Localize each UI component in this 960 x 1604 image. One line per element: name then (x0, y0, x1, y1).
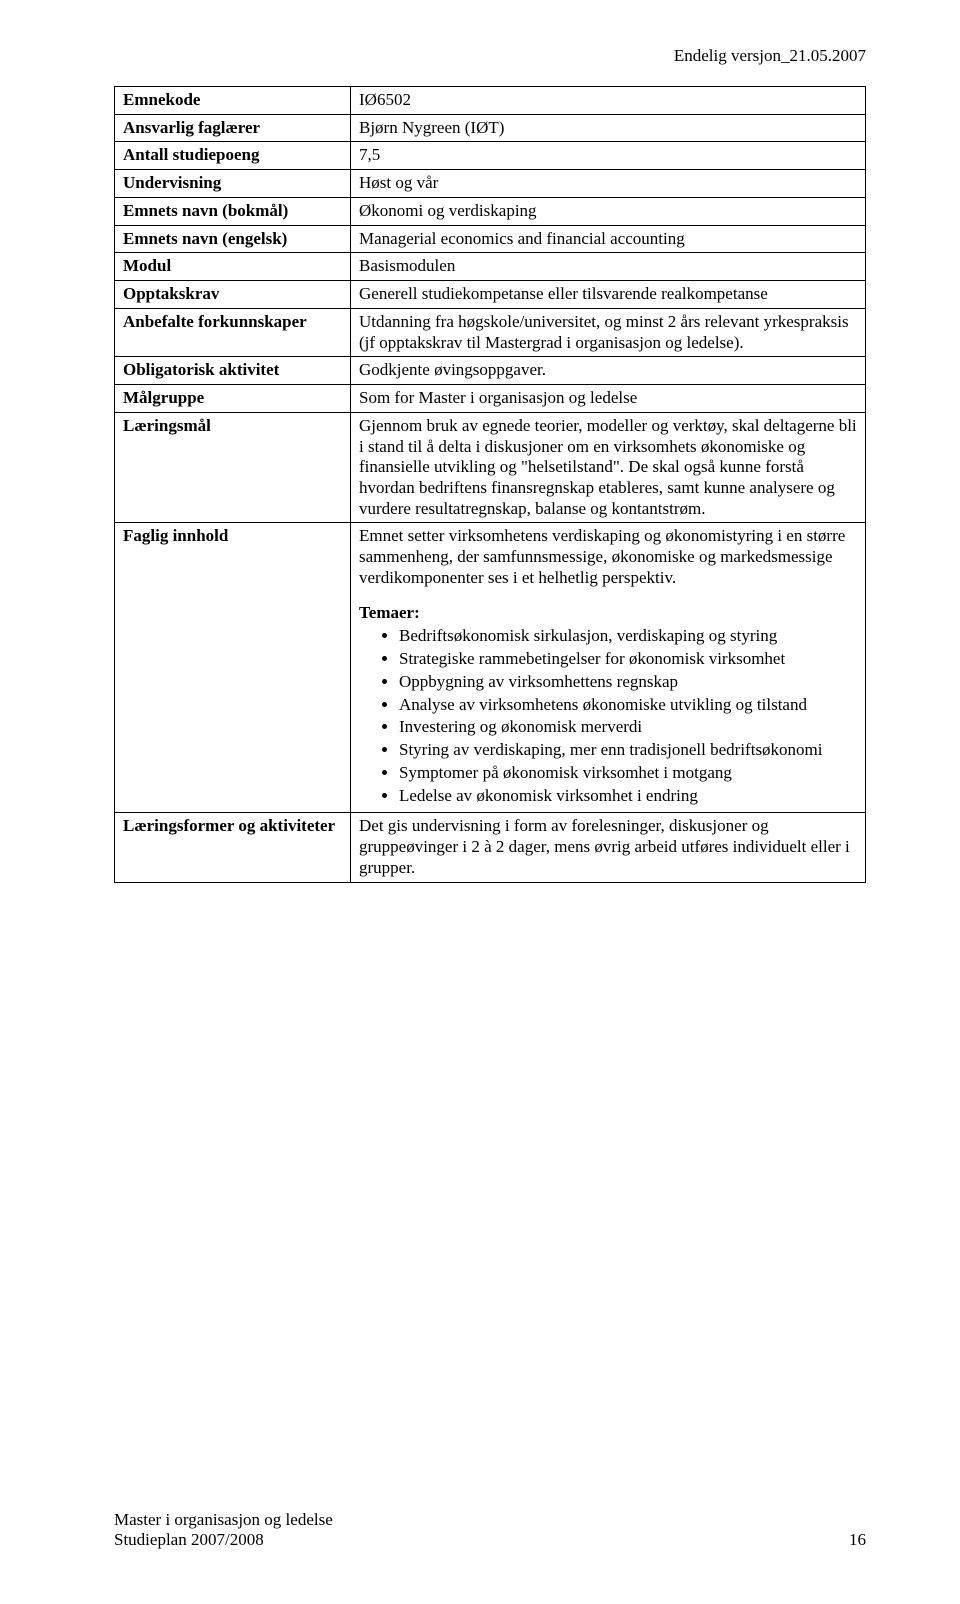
row-label: Emnekode (115, 87, 351, 115)
row-label: Emnets navn (bokmål) (115, 197, 351, 225)
row-value: Gjennom bruk av egnede teorier, modeller… (351, 412, 866, 523)
row-label: Ansvarlig faglærer (115, 114, 351, 142)
row-label: Antall studiepoeng (115, 142, 351, 170)
table-row: Antall studiepoeng7,5 (115, 142, 866, 170)
footer-subtitle: Studieplan 2007/2008 (114, 1530, 264, 1549)
topics-heading: Temaer: (359, 603, 857, 624)
table-row: MålgruppeSom for Master i organisasjon o… (115, 385, 866, 413)
page-footer: Master i organisasjon og ledelse Studiep… (114, 1510, 866, 1550)
row-value: Som for Master i organisasjon og ledelse (351, 385, 866, 413)
row-value: IØ6502 (351, 87, 866, 115)
row-value: Basismodulen (351, 253, 866, 281)
table-row: Læringsformer og aktiviteterDet gis unde… (115, 813, 866, 882)
faglig-intro: Emnet setter virksomhetens verdiskaping … (359, 526, 857, 588)
row-label: Undervisning (115, 170, 351, 198)
row-label: Opptakskrav (115, 281, 351, 309)
row-label: Obligatorisk aktivitet (115, 357, 351, 385)
table-row: EmnekodeIØ6502 (115, 87, 866, 115)
table-row: Emnets navn (engelsk)Managerial economic… (115, 225, 866, 253)
row-value: Bjørn Nygreen (IØT) (351, 114, 866, 142)
course-table: EmnekodeIØ6502Ansvarlig faglærerBjørn Ny… (114, 86, 866, 883)
row-value: Godkjente øvingsoppgaver. (351, 357, 866, 385)
row-value: Det gis undervisning i form av forelesni… (351, 813, 866, 882)
row-label: Emnets navn (engelsk) (115, 225, 351, 253)
row-value: Høst og vår (351, 170, 866, 198)
table-row: UndervisningHøst og vår (115, 170, 866, 198)
list-item: Ledelse av økonomisk virksomhet i endrin… (399, 785, 857, 808)
list-item: Strategiske rammebetingelser for økonomi… (399, 648, 857, 671)
row-value: Utdanning fra høgskole/universitet, og m… (351, 308, 866, 356)
table-row: Obligatorisk aktivitetGodkjente øvingsop… (115, 357, 866, 385)
list-item: Symptomer på økonomisk virksomhet i motg… (399, 762, 857, 785)
row-value: 7,5 (351, 142, 866, 170)
row-label: Modul (115, 253, 351, 281)
list-item: Bedriftsøkonomisk sirkulasjon, verdiskap… (399, 625, 857, 648)
row-value: Generell studiekompetanse eller tilsvare… (351, 281, 866, 309)
table-row: Ansvarlig faglærerBjørn Nygreen (IØT) (115, 114, 866, 142)
row-label: Læringsmål (115, 412, 351, 523)
row-label: Faglig innhold (115, 523, 351, 813)
list-item: Analyse av virksomhetens økonomiske utvi… (399, 694, 857, 717)
table-row: Emnets navn (bokmål)Økonomi og verdiskap… (115, 197, 866, 225)
topics-list: Bedriftsøkonomisk sirkulasjon, verdiskap… (359, 625, 857, 807)
list-item: Investering og økonomisk merverdi (399, 716, 857, 739)
footer-page-number: 16 (849, 1530, 866, 1550)
row-label: Målgruppe (115, 385, 351, 413)
table-row: OpptakskravGenerell studiekompetanse ell… (115, 281, 866, 309)
row-label: Læringsformer og aktiviteter (115, 813, 351, 882)
row-value: Økonomi og verdiskaping (351, 197, 866, 225)
table-row: Faglig innholdEmnet setter virksomhetens… (115, 523, 866, 813)
row-value: Managerial economics and financial accou… (351, 225, 866, 253)
table-row: LæringsmålGjennom bruk av egnede teorier… (115, 412, 866, 523)
table-row: ModulBasismodulen (115, 253, 866, 281)
header-version: Endelig versjon_21.05.2007 (674, 46, 866, 66)
row-value: Emnet setter virksomhetens verdiskaping … (351, 523, 866, 813)
list-item: Styring av verdiskaping, mer enn tradisj… (399, 739, 857, 762)
list-item: Oppbygning av virksomhettens regnskap (399, 671, 857, 694)
footer-title: Master i organisasjon og ledelse (114, 1510, 866, 1530)
table-row: Anbefalte forkunnskaperUtdanning fra høg… (115, 308, 866, 356)
row-label: Anbefalte forkunnskaper (115, 308, 351, 356)
